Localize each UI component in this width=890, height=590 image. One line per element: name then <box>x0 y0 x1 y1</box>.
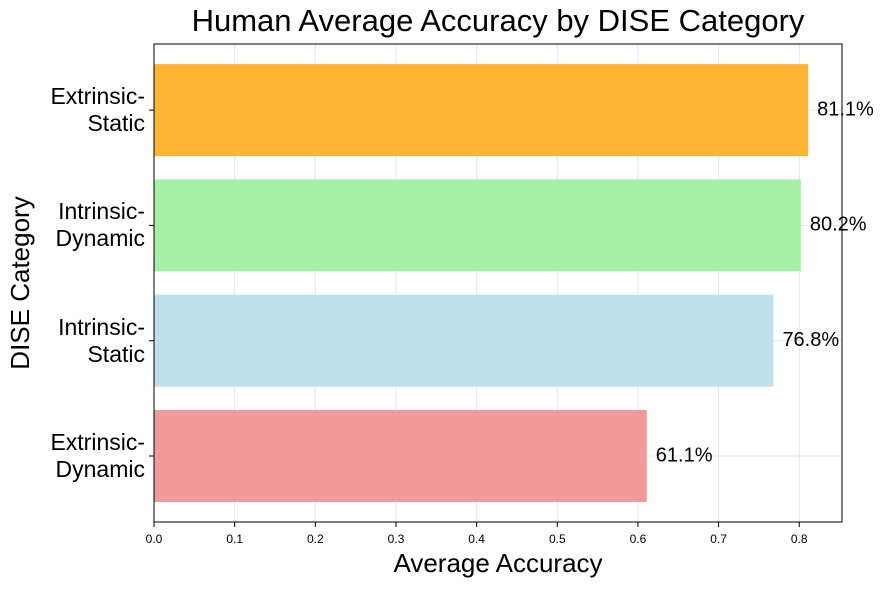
bar <box>154 294 774 387</box>
x-tick-label: 0.3 <box>388 532 405 546</box>
bar <box>154 179 801 272</box>
value-label: 81.1% <box>817 98 874 120</box>
value-label: 80.2% <box>810 214 867 236</box>
x-tick-label: 0.5 <box>549 532 566 546</box>
chart-title: Human Average Accuracy by DISE Category <box>192 3 805 38</box>
x-axis-label: Average Accuracy <box>393 548 602 578</box>
value-label: 61.1% <box>656 444 713 466</box>
x-tick-label: 0.1 <box>226 532 243 546</box>
y-tick-label: Extrinsic- Static <box>50 83 145 137</box>
x-tick-label: 0.2 <box>307 532 324 546</box>
x-tick-label: 0.4 <box>468 532 485 546</box>
bar <box>154 410 647 502</box>
plot-frame <box>153 43 843 523</box>
y-axis-label: DISE Category <box>5 196 35 369</box>
bar <box>154 64 809 157</box>
x-tick-label: 0.7 <box>710 532 727 546</box>
y-tick-label: Intrinsic- Dynamic <box>55 198 145 252</box>
x-tick-label: 0.8 <box>791 532 808 546</box>
x-tick-label: 0.0 <box>146 532 163 546</box>
value-label: 76.8% <box>782 329 839 351</box>
x-tick-label: 0.6 <box>630 532 647 546</box>
y-tick-label: Intrinsic- Static <box>58 313 145 367</box>
y-tick-label: Extrinsic- Dynamic <box>50 429 145 482</box>
